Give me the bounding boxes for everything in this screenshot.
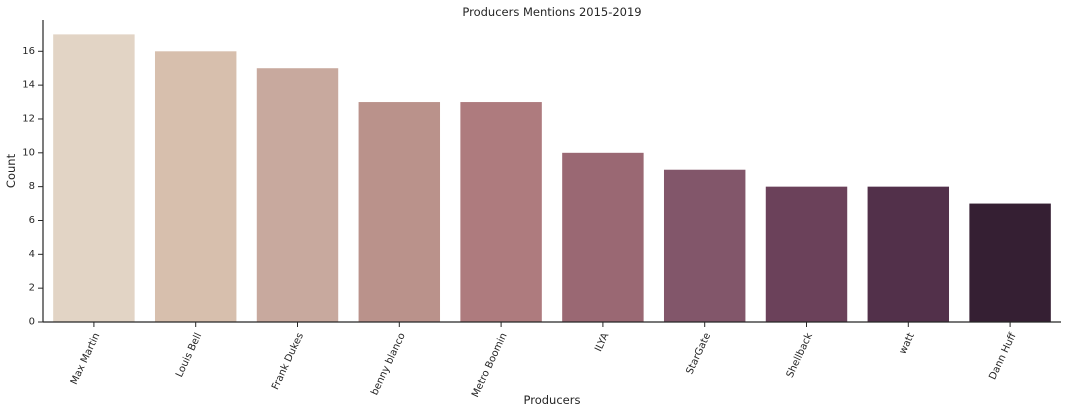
chart-title: Producers Mentions 2015-2019	[462, 5, 641, 19]
y-axis: 0 2 4 6 8 10 12 14 16	[22, 46, 43, 328]
x-tick-label-2: Frank Dukes	[270, 331, 306, 391]
bar-2	[256, 68, 339, 322]
bar-6	[663, 169, 746, 322]
y-tick-label-3: 6	[29, 215, 35, 226]
bar-8	[867, 186, 950, 322]
bar-4	[460, 102, 542, 322]
x-tick-label-4: Metro Boomin	[470, 331, 509, 399]
x-tick-label-1: Louis Bell	[174, 331, 204, 379]
x-tick-label-9: Dann Huff	[987, 330, 1019, 381]
x-tick-label-3: benny blanco	[369, 331, 407, 397]
y-tick-label-4: 8	[29, 181, 35, 192]
bar-1	[154, 51, 237, 323]
x-tick-label-8: watt	[897, 331, 916, 356]
bar-9	[969, 203, 1051, 322]
y-tick-label-2: 4	[29, 249, 35, 260]
y-tick-label-8: 16	[22, 46, 35, 57]
bar-3	[358, 102, 441, 322]
bars-group	[53, 34, 1051, 323]
x-tick-label-7: Shellback	[785, 331, 815, 379]
x-tick-label-6: StarGate	[684, 331, 713, 376]
x-axis: Max Martin Louis Bell Frank Dukes benny bla…	[69, 322, 1019, 399]
bar-0	[53, 34, 135, 322]
x-axis-label: Producers	[524, 393, 581, 407]
bar-5	[562, 152, 644, 322]
y-tick-label-1: 2	[29, 283, 35, 294]
x-tick-label-5: ILYA	[593, 331, 611, 353]
y-tick-label-0: 0	[29, 317, 35, 328]
bar-7	[765, 186, 848, 322]
y-tick-label-5: 10	[22, 147, 35, 158]
x-tick-label-0: Max Martin	[69, 331, 103, 386]
y-tick-label-7: 14	[22, 80, 35, 91]
y-tick-label-6: 12	[22, 113, 35, 124]
y-axis-label: Count	[4, 153, 18, 188]
